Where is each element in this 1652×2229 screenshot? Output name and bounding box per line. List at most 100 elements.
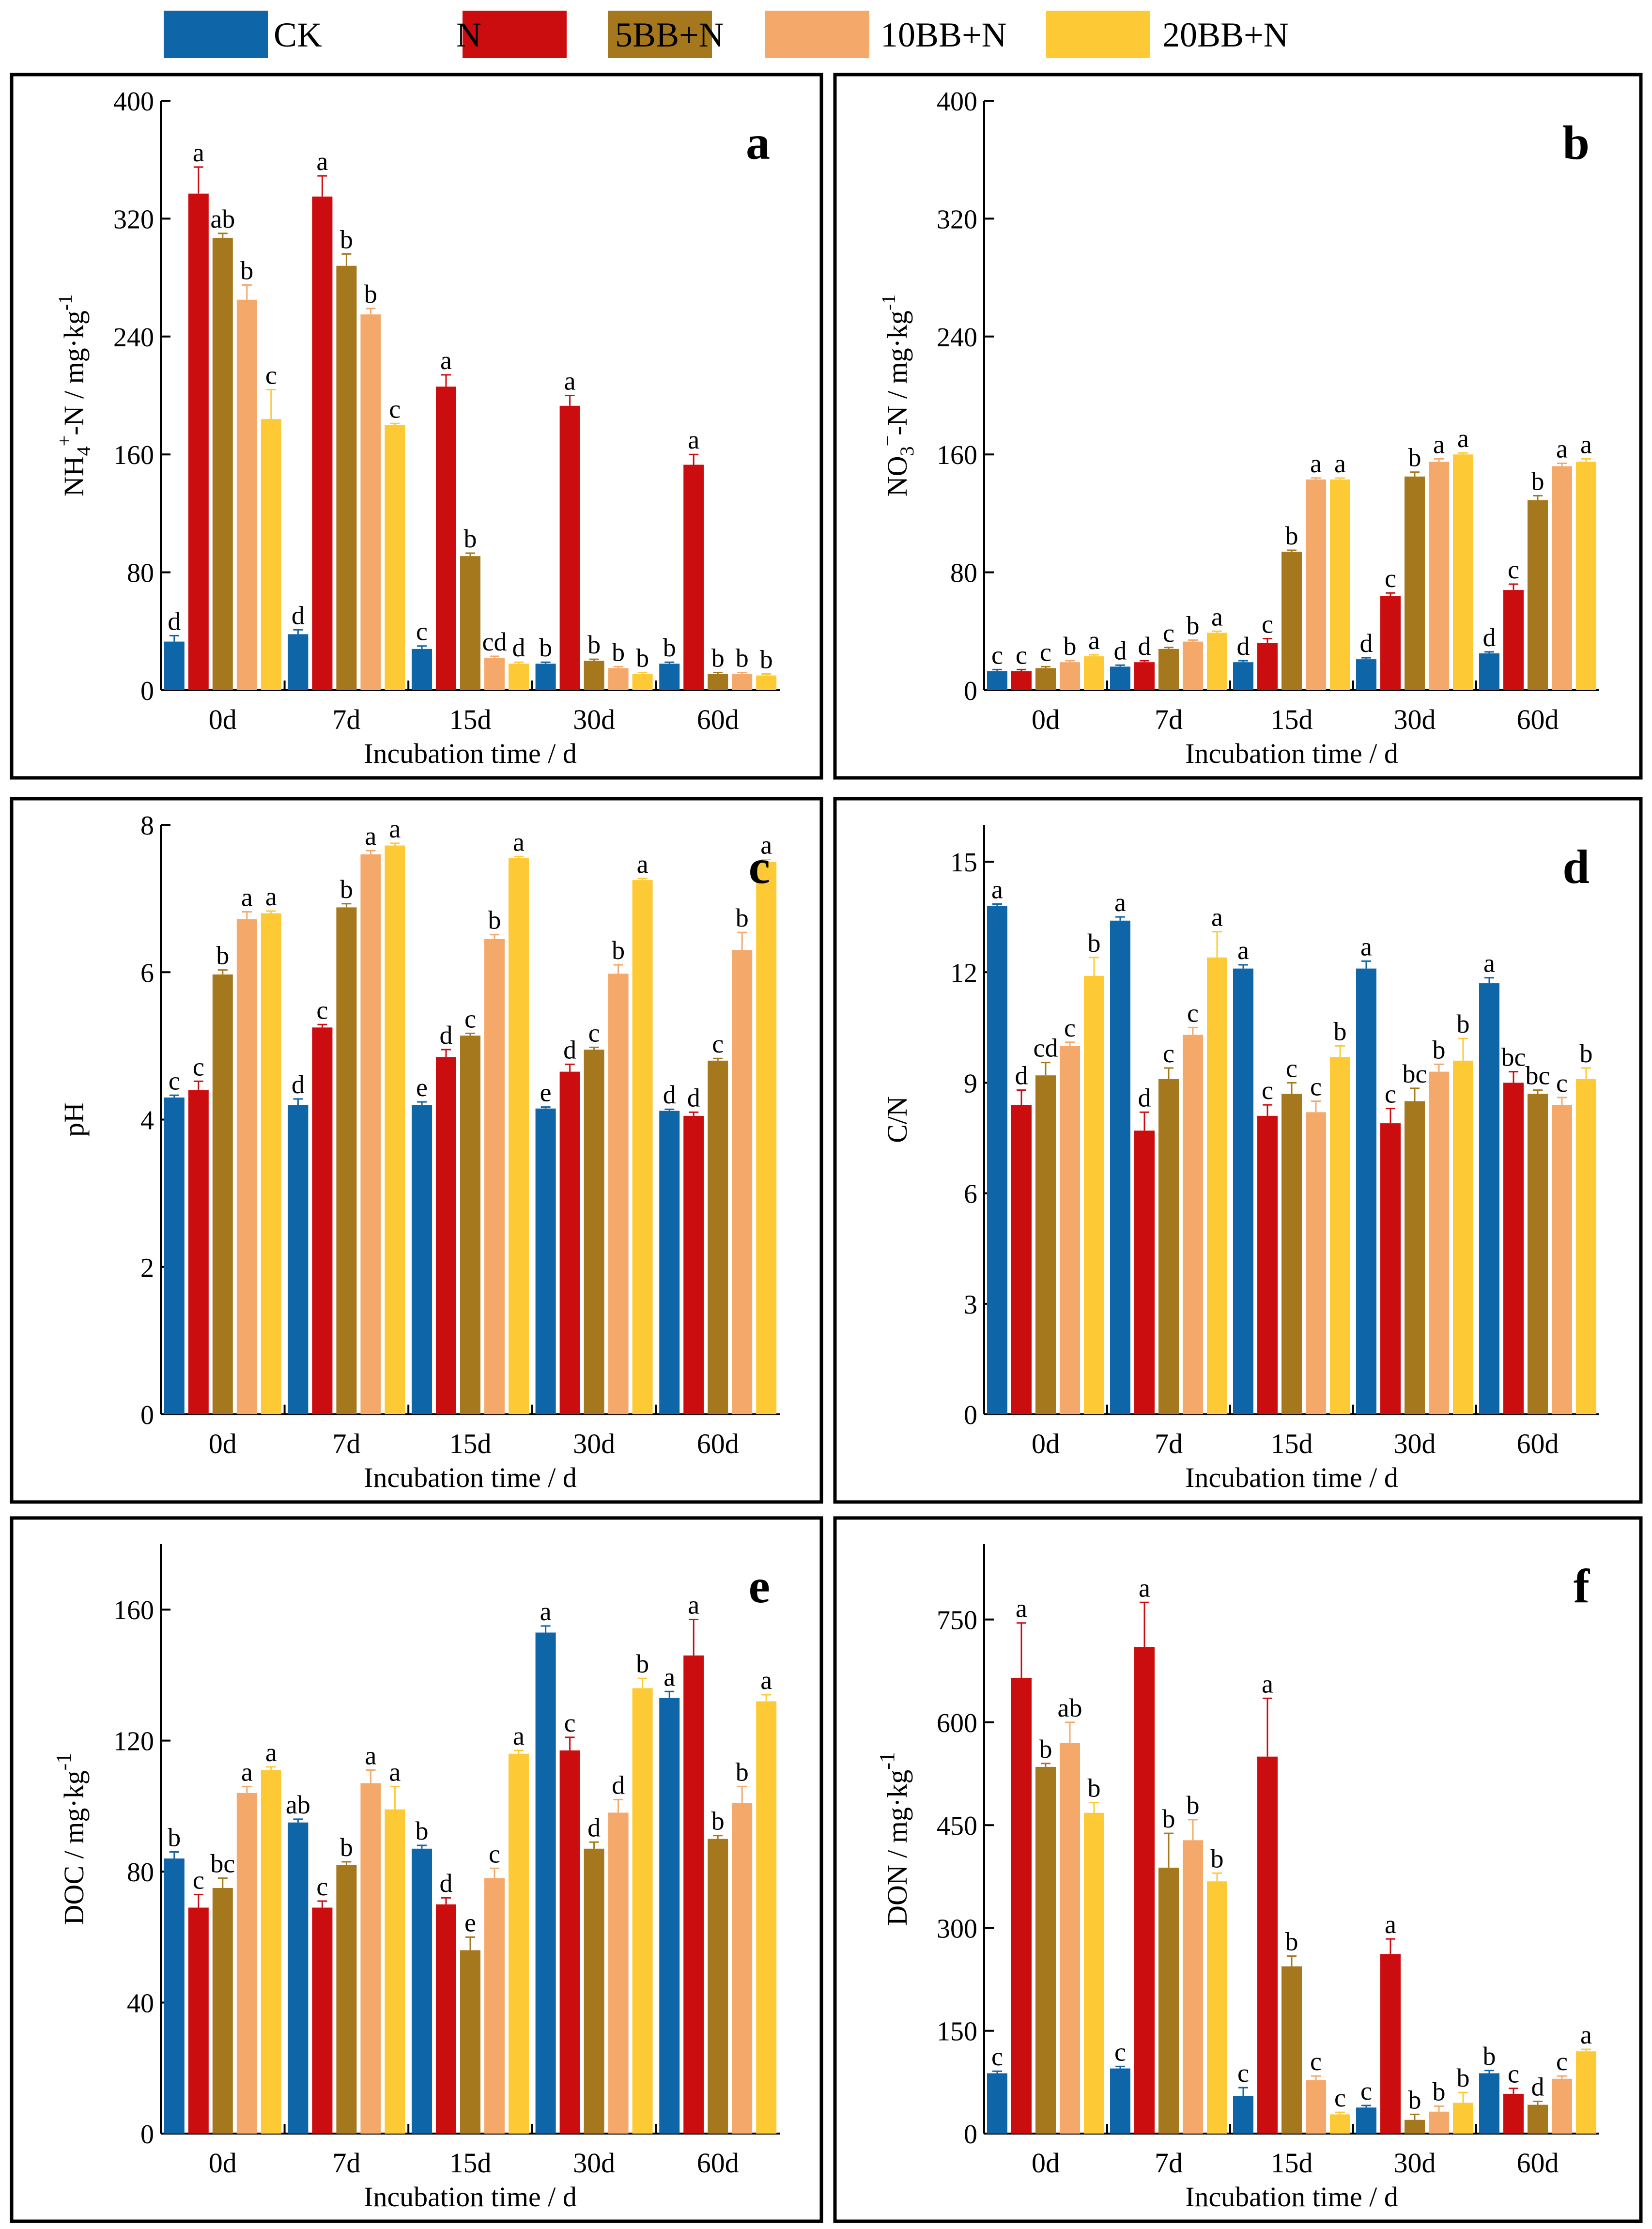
bar-n: [1011, 1105, 1032, 1414]
significance-letter: c: [1163, 619, 1174, 648]
panel-letter: b: [1562, 116, 1590, 170]
bar-n: [1257, 1756, 1278, 2134]
significance-letter: b: [1433, 1035, 1446, 1064]
bar-ck: [659, 1698, 680, 2134]
y-tick-label: 0: [964, 1400, 977, 1430]
bar-5bb-plusn: [584, 1049, 604, 1414]
significance-letter: a: [1580, 430, 1592, 459]
panel-border: [10, 1516, 823, 2223]
bar-10bb-plusn: [1060, 1743, 1080, 2134]
x-tick-label: 7d: [1155, 704, 1183, 735]
significance-letter: b: [168, 1823, 181, 1852]
significance-letter: a: [760, 830, 772, 859]
significance-letter: a: [265, 1738, 277, 1767]
bar-20bb-plusn: [1084, 975, 1104, 1414]
bar-5bb-plusn: [336, 907, 357, 1414]
bar-ck: [1356, 2107, 1376, 2134]
legend-label: N: [456, 15, 481, 54]
significance-letter: c: [169, 1066, 180, 1095]
significance-letter: a: [1360, 932, 1372, 961]
significance-letter: d: [1531, 2072, 1544, 2101]
x-tick-label: 15d: [449, 1428, 492, 1459]
bar-n: [559, 1071, 580, 1414]
bar-n: [1257, 1115, 1278, 1414]
bar-20bb-plusn: [1330, 2114, 1350, 2134]
bar-10bb-plusn: [1429, 462, 1449, 690]
legend-swatch: [765, 11, 869, 58]
y-tick-label: 160: [937, 440, 977, 470]
y-tick-label: 6: [964, 1179, 977, 1209]
bar-n: [312, 196, 333, 690]
bar-10bb-plusn: [732, 674, 753, 690]
y-axis-label: NO3−-N / mg·kg-1: [877, 294, 918, 496]
x-tick-label: 30d: [1394, 2147, 1436, 2179]
bar-n: [1503, 2093, 1524, 2134]
y-tick-label: 0: [140, 2120, 154, 2150]
bar-20bb-plusn: [385, 845, 405, 1414]
y-tick-label: 80: [127, 1858, 154, 1888]
bar-n: [1380, 1954, 1401, 2134]
significance-letter: c: [1385, 1080, 1396, 1109]
bar-n: [1503, 590, 1524, 690]
panel-border: [10, 797, 823, 1504]
significance-letter: e: [540, 1078, 552, 1107]
significance-letter: b: [636, 643, 649, 672]
x-tick-label: 0d: [209, 704, 237, 735]
significance-letter: a: [513, 1721, 525, 1750]
x-tick-label: 60d: [697, 704, 739, 735]
significance-letter: b: [1285, 521, 1298, 550]
bar-n: [188, 193, 209, 690]
significance-letter: c: [1040, 637, 1051, 666]
significance-letter: a: [365, 821, 376, 851]
significance-letter: a: [193, 138, 204, 167]
bar-20bb-plusn: [632, 880, 653, 1414]
x-tick-label: 0d: [1032, 2147, 1060, 2179]
x-tick-label: 30d: [573, 1428, 615, 1459]
significance-letter: a: [1334, 449, 1346, 478]
panel-letter: c: [749, 840, 770, 894]
y-tick-label: 450: [937, 1811, 977, 1841]
significance-letter: c: [1114, 2037, 1126, 2066]
significance-letter: b: [1064, 632, 1077, 661]
bar-10bb-plusn: [608, 668, 629, 690]
significance-letter: a: [1237, 936, 1249, 965]
x-tick-label: 60d: [697, 2147, 739, 2179]
bar-5bb-plusn: [1405, 2120, 1425, 2134]
bar-5bb-plusn: [1158, 649, 1179, 690]
bar-n: [312, 1027, 333, 1414]
bar-ck: [535, 1108, 556, 1414]
bar-5bb-plusn: [1528, 2105, 1548, 2134]
significance-letter: a: [664, 1662, 675, 1691]
y-tick-label: 3: [964, 1290, 977, 1320]
bar-20bb-plusn: [385, 425, 405, 690]
significance-letter: c: [1508, 2059, 1519, 2089]
y-axis-label: pH: [58, 1102, 90, 1137]
bar-n: [436, 1057, 456, 1414]
y-axis-label: C/N: [881, 1096, 913, 1143]
x-tick-label: 30d: [573, 704, 615, 735]
significance-letter: d: [1138, 632, 1151, 661]
y-tick-label: 80: [950, 558, 977, 588]
bar-n: [188, 1907, 209, 2134]
significance-letter: b: [760, 645, 773, 674]
significance-letter: b: [1334, 1017, 1347, 1046]
bar-n: [1011, 671, 1032, 690]
bar-10bb-plusn: [1552, 1105, 1572, 1414]
x-tick-label: 7d: [1155, 2147, 1183, 2179]
significance-letter: a: [688, 425, 699, 454]
bar-5bb-plusn: [460, 556, 480, 690]
bar-n: [1257, 643, 1278, 690]
significance-letter: a: [1016, 1594, 1027, 1623]
significance-letter: b: [1531, 466, 1544, 495]
significance-letter: cd: [1034, 1034, 1058, 1063]
x-tick-label: 30d: [573, 2147, 615, 2179]
significance-letter: b: [1187, 611, 1200, 640]
significance-letter: a: [1580, 2020, 1592, 2049]
bar-20bb-plusn: [756, 862, 777, 1414]
bar-20bb-plusn: [1453, 1060, 1473, 1414]
y-tick-label: 9: [964, 1068, 977, 1099]
y-tick-label: 8: [140, 811, 154, 841]
y-tick-label: 0: [140, 1400, 154, 1430]
